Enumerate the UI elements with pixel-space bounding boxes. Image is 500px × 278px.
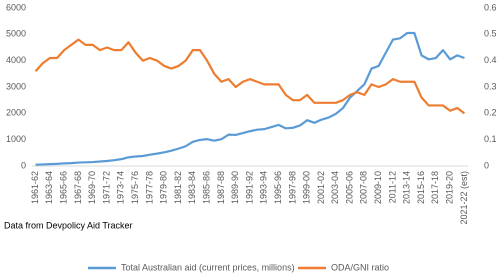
y-tick-label: 1000	[6, 134, 26, 144]
x-tick-label: 1979-80	[159, 171, 169, 204]
x-tick-label: 1995-96	[273, 171, 283, 204]
x-tick-label: 1975-76	[130, 171, 140, 204]
x-tick-label: 2009-10	[373, 171, 383, 204]
y2-tick-label: 0.3	[484, 81, 497, 91]
y2-tick-label: 0.6	[484, 2, 497, 12]
y2-tick-label: 0	[484, 160, 489, 170]
y2-tick-label: 0.4	[484, 55, 497, 65]
x-tick-label: 1961-62	[30, 171, 40, 204]
y2-tick-label: 0.1	[484, 134, 497, 144]
x-tick-label: 2013-14	[402, 171, 412, 204]
x-tick-label: 1983-84	[187, 171, 197, 204]
x-tick-label: 1997-98	[287, 171, 297, 204]
series-line	[34, 38, 466, 115]
x-tick-label: 1993-94	[259, 171, 269, 204]
x-tick-label: 2019-20	[445, 171, 455, 204]
y-tick-label: 3000	[6, 81, 26, 91]
source-note: Data from Devpolicy Aid Tracker	[4, 220, 133, 230]
legend-label: ODA/GNI ratio	[331, 262, 389, 272]
x-tick-label: 1987-88	[216, 171, 226, 204]
series-line	[35, 31, 465, 166]
y-tick-label: 0	[21, 160, 26, 170]
x-tick-label: 1965-66	[59, 171, 69, 204]
x-tick-label: 1999-00	[302, 171, 312, 204]
x-tick-label: 1963-64	[44, 171, 54, 204]
x-tick-label: 1991-92	[244, 171, 254, 204]
x-tick-label: 1985-86	[201, 171, 211, 204]
y-tick-label: 5000	[6, 29, 26, 39]
x-tick-label: 1977-78	[144, 171, 154, 204]
x-tick-label: 1981-82	[173, 171, 183, 204]
y2-tick-label: 0.5	[484, 29, 497, 39]
x-tick-label: 2017-18	[430, 171, 440, 204]
y-tick-label: 4000	[6, 55, 26, 65]
x-tick-label: 1967-68	[73, 171, 83, 204]
x-tick-label: 1971-72	[101, 171, 111, 204]
y-tick-label: 6000	[6, 2, 26, 12]
y-tick-label: 2000	[6, 108, 26, 118]
x-tick-label: 2001-02	[316, 171, 326, 204]
x-tick-label: 1973-74	[116, 171, 126, 204]
x-tick-label: 2015-16	[416, 171, 426, 204]
y2-tick-label: 0.2	[484, 108, 497, 118]
x-tick-label: 2021-22 (est)	[459, 171, 469, 225]
legend-label: Total Australian aid (current prices, mi…	[121, 262, 295, 272]
x-tick-label: 2003-04	[330, 171, 340, 204]
x-tick-label: 1969-70	[87, 171, 97, 204]
x-tick-label: 2005-06	[344, 171, 354, 204]
x-tick-label: 1989-90	[230, 171, 240, 204]
x-tick-label: 2011-12	[387, 171, 397, 203]
x-tick-label: 2007-08	[359, 171, 369, 204]
